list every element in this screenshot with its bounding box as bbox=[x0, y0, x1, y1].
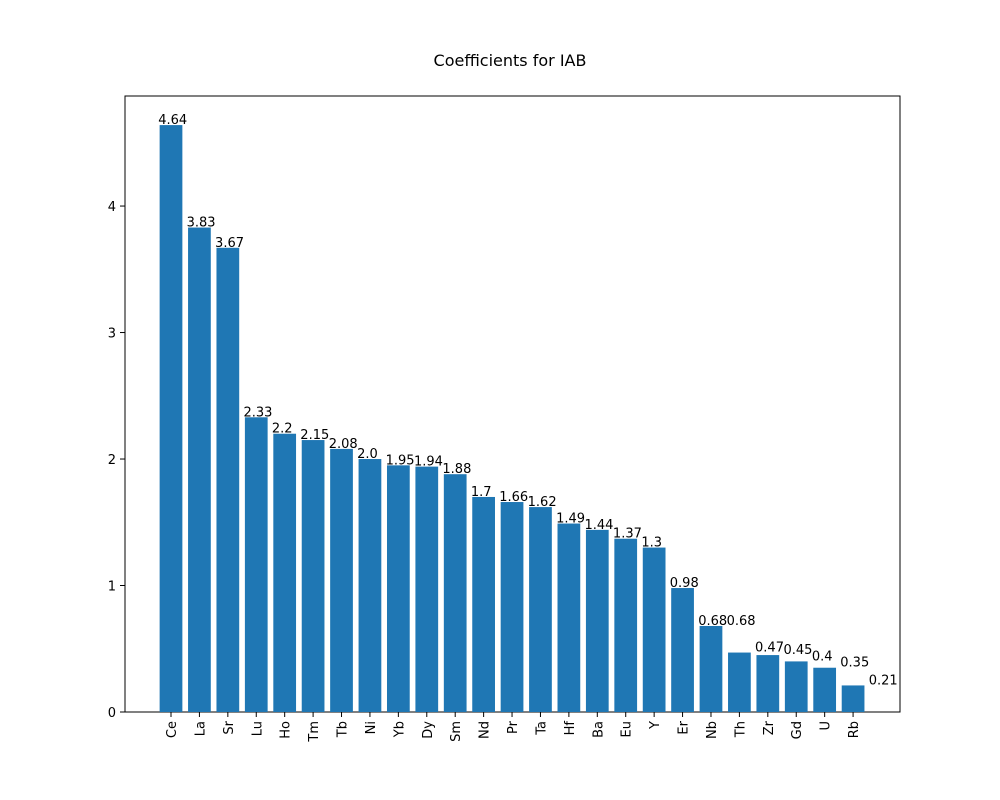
x-tick-label: Ho bbox=[279, 721, 294, 739]
value-label: 2.2 bbox=[272, 422, 293, 437]
bar bbox=[841, 685, 865, 712]
value-label: 0.45 bbox=[783, 643, 812, 658]
value-label: 0.68 bbox=[727, 614, 756, 629]
value-label: 1.7 bbox=[471, 485, 492, 500]
x-tick-label: Hf bbox=[563, 721, 578, 736]
value-label: 1.95 bbox=[386, 453, 415, 468]
x-tick-label: Dy bbox=[421, 721, 436, 739]
value-label: 2.0 bbox=[357, 447, 378, 462]
value-label: 2.15 bbox=[300, 428, 329, 443]
x-tick-label: Lu bbox=[250, 721, 265, 736]
bar bbox=[557, 523, 581, 712]
bar bbox=[358, 459, 382, 712]
y-tick-label: 3 bbox=[108, 327, 116, 342]
bar bbox=[273, 433, 297, 712]
x-tick-label: Yb bbox=[392, 721, 407, 738]
y-tick-label: 0 bbox=[108, 706, 116, 721]
x-tick-label: Sm bbox=[449, 721, 464, 742]
x-tick-label: Rb bbox=[847, 721, 862, 738]
bar bbox=[529, 507, 552, 712]
x-tick-label: Pr bbox=[506, 720, 521, 734]
x-tick-label: Ce bbox=[165, 721, 180, 738]
bar bbox=[188, 227, 211, 712]
value-label: 4.64 bbox=[158, 113, 187, 128]
x-tick-label: La bbox=[193, 721, 208, 736]
bar bbox=[699, 625, 723, 712]
bar bbox=[585, 529, 609, 712]
bar bbox=[642, 547, 666, 712]
value-label: 3.67 bbox=[215, 236, 244, 251]
x-tick-label: Nd bbox=[478, 721, 493, 739]
bar bbox=[671, 588, 694, 712]
y-tick-label: 1 bbox=[108, 580, 116, 595]
bar bbox=[244, 417, 268, 712]
bar bbox=[301, 440, 325, 712]
x-tick-label: Zr bbox=[762, 720, 777, 735]
bar bbox=[415, 466, 439, 712]
bar bbox=[443, 474, 467, 712]
bar bbox=[500, 502, 524, 712]
x-tick-label: Er bbox=[677, 720, 692, 734]
bar bbox=[472, 496, 495, 712]
y-tick-label: 2 bbox=[108, 453, 116, 468]
bar bbox=[728, 652, 751, 712]
bar bbox=[159, 125, 183, 712]
x-tick-label: Ni bbox=[364, 721, 379, 734]
value-label: 0.98 bbox=[670, 576, 699, 591]
value-label: 1.37 bbox=[613, 527, 642, 542]
value-label: 0.4 bbox=[812, 649, 833, 664]
x-tick-label: U bbox=[819, 721, 834, 731]
y-tick-label: 4 bbox=[108, 200, 116, 215]
value-label: 1.94 bbox=[414, 455, 443, 470]
value-label: 0.35 bbox=[840, 656, 869, 671]
bar bbox=[614, 538, 638, 712]
value-label: 1.88 bbox=[442, 462, 471, 477]
value-label: 3.83 bbox=[187, 216, 216, 231]
value-label: 1.62 bbox=[528, 495, 557, 510]
x-tick-label: Ta bbox=[534, 721, 549, 736]
x-tick-label: Tm bbox=[307, 721, 322, 743]
x-tick-label: Gd bbox=[790, 721, 805, 739]
value-label: 2.33 bbox=[243, 405, 272, 420]
value-label: 0.21 bbox=[869, 673, 898, 688]
bar bbox=[813, 667, 837, 712]
x-tick-label: Th bbox=[733, 721, 748, 738]
bar bbox=[784, 661, 808, 712]
value-label: 1.3 bbox=[641, 536, 662, 551]
value-label: 0.47 bbox=[755, 641, 784, 656]
x-tick-label: Nb bbox=[705, 721, 720, 739]
bar bbox=[330, 448, 353, 712]
x-tick-label: Eu bbox=[620, 721, 635, 737]
bar bbox=[756, 655, 780, 712]
x-tick-label: Y bbox=[648, 721, 663, 730]
x-tick-label: Ba bbox=[591, 721, 606, 738]
x-tick-label: Tb bbox=[336, 721, 351, 738]
value-label: 1.66 bbox=[499, 490, 528, 505]
value-label: 2.08 bbox=[329, 437, 358, 452]
value-label: 1.49 bbox=[556, 512, 585, 527]
bar bbox=[216, 247, 240, 713]
bar bbox=[386, 465, 410, 712]
x-tick-label: Sr bbox=[222, 720, 237, 734]
value-label: 0.68 bbox=[698, 614, 727, 629]
value-label: 1.44 bbox=[585, 518, 614, 533]
chart-title: Coefficients for IAB bbox=[434, 51, 587, 70]
